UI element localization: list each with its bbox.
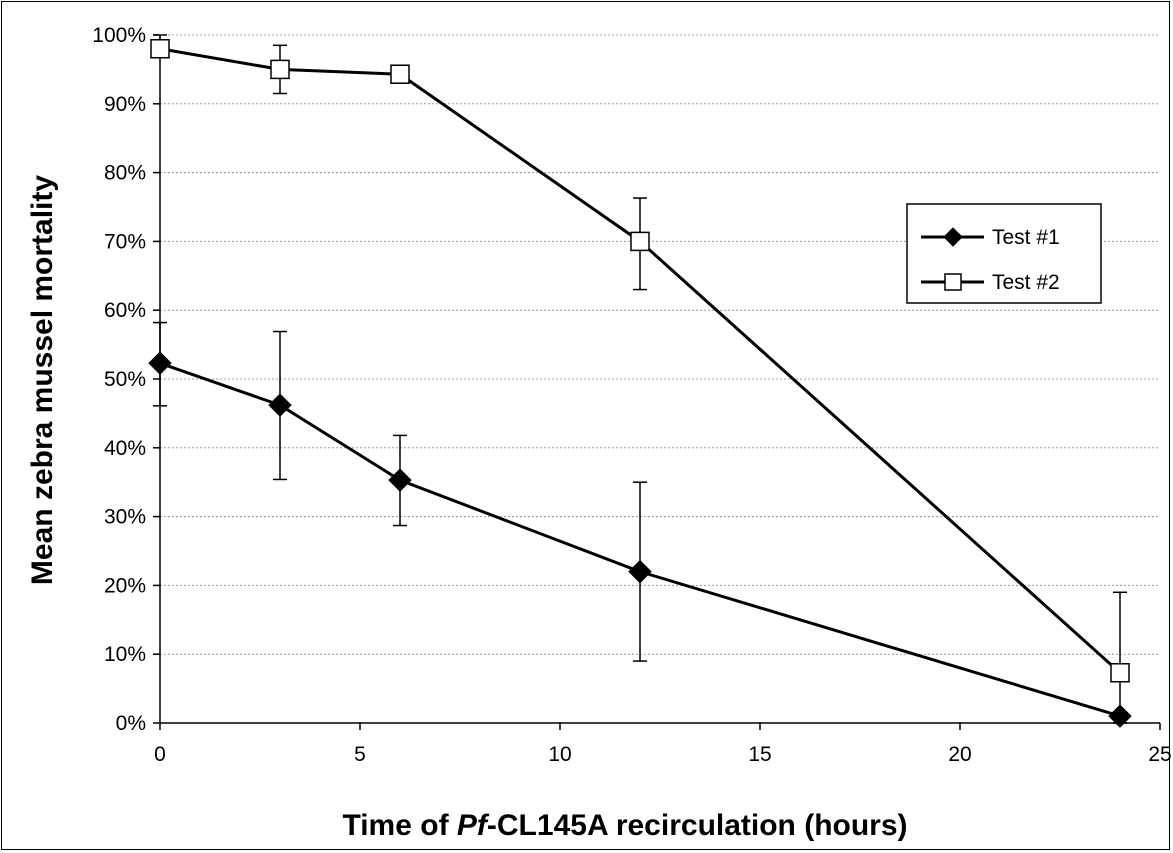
y-tick-label: 40% bbox=[104, 437, 146, 460]
data-point-diamond bbox=[388, 468, 412, 492]
y-tick-label: 90% bbox=[104, 93, 146, 116]
y-tick-label: 20% bbox=[104, 574, 146, 597]
x-tick-label: 15 bbox=[748, 743, 771, 766]
data-point-diamond bbox=[148, 351, 172, 375]
data-point-square bbox=[1110, 663, 1130, 683]
y-tick-label: 10% bbox=[104, 643, 146, 666]
legend-label-test-1: Test #1 bbox=[992, 226, 1060, 249]
axes bbox=[153, 34, 1161, 730]
x-tick-label: 10 bbox=[548, 743, 571, 766]
data-point-square bbox=[270, 59, 290, 80]
y-tick-label: 60% bbox=[104, 299, 146, 322]
tick-labels: 0% 10% 20% 30% 40% 50% 60% 70% 80% 90% 100% 0 5 10 15 2… bbox=[92, 24, 1171, 766]
series-layer bbox=[148, 34, 1132, 728]
x-tick-label: 0 bbox=[154, 743, 166, 766]
y-tick-label: 50% bbox=[104, 368, 146, 391]
y-tick-label: 100% bbox=[92, 24, 146, 47]
x-axis-title-prefix: Time of bbox=[342, 809, 456, 842]
legend-label-test-2: Test #2 bbox=[992, 271, 1060, 294]
y-tick-label: 30% bbox=[104, 506, 146, 529]
y-axis-title: Mean zebra mussel mortality bbox=[26, 175, 59, 585]
data-point-square bbox=[390, 64, 410, 84]
x-axis-title: Time of Pf-CL145A recirculation (hours) bbox=[342, 809, 907, 842]
x-axis-title-italic: Pf bbox=[457, 809, 490, 842]
square-marker-icon bbox=[944, 273, 962, 291]
gridlines bbox=[160, 34, 1160, 655]
series-2 bbox=[150, 34, 1130, 724]
data-point-diamond bbox=[268, 393, 292, 417]
legend-item-test-1: Test #1 bbox=[921, 226, 1060, 249]
data-point-square bbox=[630, 231, 650, 252]
legend-item-test-2: Test #2 bbox=[921, 271, 1060, 294]
series-1 bbox=[148, 321, 1132, 728]
legend-box bbox=[906, 203, 1102, 304]
legend: Test #1 Test #2 bbox=[906, 203, 1102, 304]
y-tick-label: 0% bbox=[116, 712, 146, 735]
x-tick-label: 5 bbox=[354, 743, 366, 766]
diamond-marker-icon bbox=[943, 227, 963, 247]
data-point-square bbox=[150, 39, 170, 59]
y-tick-label: 80% bbox=[104, 162, 146, 185]
data-point-diamond bbox=[628, 559, 652, 584]
x-tick-label: 20 bbox=[948, 743, 971, 766]
y-tick-label: 70% bbox=[104, 230, 146, 253]
x-tick-label: 25 bbox=[1148, 743, 1171, 766]
x-axis-title-suffix: -CL145A recirculation (hours) bbox=[487, 809, 908, 842]
